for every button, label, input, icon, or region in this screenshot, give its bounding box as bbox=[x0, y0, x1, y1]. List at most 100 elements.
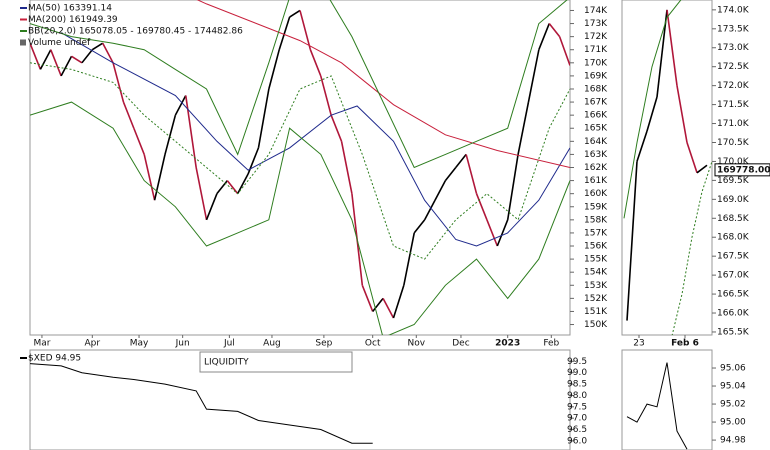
y-tick-label: 159K bbox=[584, 202, 608, 212]
price-segment bbox=[340, 141, 353, 194]
panel-frame bbox=[29, 0, 571, 336]
y-tick-label: 99.0 bbox=[567, 368, 587, 378]
price-segment bbox=[236, 173, 249, 195]
price-segment bbox=[626, 161, 638, 321]
x-tick-label: Sep bbox=[315, 339, 332, 349]
y-tick-label: 96.5 bbox=[567, 425, 587, 435]
y-tick-label: 163K bbox=[584, 150, 608, 160]
y-tick-label: 165K bbox=[584, 124, 608, 134]
price-segment bbox=[205, 193, 218, 221]
y-tick-label: 171.0K bbox=[717, 119, 750, 129]
y-tick-label: 156K bbox=[584, 242, 608, 252]
price-segment bbox=[455, 153, 467, 168]
price-segment bbox=[112, 62, 125, 103]
price-segment bbox=[278, 16, 291, 50]
x-tick-label: Oct bbox=[365, 339, 381, 349]
price-segment bbox=[382, 297, 395, 319]
y-tick-label: 161K bbox=[584, 176, 608, 186]
price-segment bbox=[81, 49, 93, 64]
price-label: 169778.00 bbox=[717, 165, 770, 175]
price-segment bbox=[372, 297, 384, 312]
price-segment bbox=[538, 23, 550, 51]
price-segment bbox=[486, 219, 499, 247]
y-tick-label: 162K bbox=[584, 163, 608, 173]
plot bbox=[626, 362, 688, 450]
y-tick-label: 164K bbox=[584, 137, 608, 147]
x-tick-label: 23 bbox=[633, 339, 644, 349]
series-line bbox=[626, 362, 688, 450]
plot bbox=[30, 0, 570, 335]
price-segment bbox=[60, 55, 73, 77]
price-segment bbox=[636, 130, 648, 162]
y-tick-label: 166.0K bbox=[717, 309, 750, 319]
y-tick-label: 98.5 bbox=[567, 380, 587, 390]
y-tick-label: 95.02 bbox=[720, 400, 746, 410]
y-tick-label: 171.5K bbox=[717, 100, 750, 110]
x-tick-label: Jun bbox=[175, 339, 190, 349]
price-segment bbox=[164, 114, 177, 155]
price-segment bbox=[257, 88, 270, 149]
series-line bbox=[30, 0, 568, 169]
y-tick-label: 97.5 bbox=[567, 402, 587, 412]
price-segment bbox=[696, 164, 708, 174]
y-tick-label: 158K bbox=[584, 215, 608, 225]
x-tick-label: Jul bbox=[223, 339, 235, 349]
y-tick-label: 169K bbox=[584, 71, 608, 81]
y-tick-label: 168K bbox=[584, 84, 608, 94]
x-tick-label: May bbox=[130, 339, 149, 349]
price-segment bbox=[465, 154, 478, 194]
series-line bbox=[30, 62, 570, 260]
y-tick-label: 172.5K bbox=[717, 62, 750, 72]
price-segment bbox=[30, 42, 42, 70]
price-segment bbox=[50, 49, 62, 77]
y-tick-label: 168.0K bbox=[717, 233, 750, 243]
price-segment bbox=[392, 285, 405, 319]
price-segment bbox=[434, 180, 447, 201]
y-tick-label: 157K bbox=[584, 228, 608, 238]
x-tick-label: Apr bbox=[85, 339, 101, 349]
y-tick-label: 173.0K bbox=[717, 43, 750, 53]
price-marker bbox=[714, 163, 770, 177]
y-tick-label: 95.00 bbox=[720, 418, 746, 428]
y-tick-label: 170.0K bbox=[717, 157, 750, 167]
y-tick-label: 172K bbox=[584, 32, 608, 42]
price-segment bbox=[506, 154, 519, 220]
x-tick-label: 2023 bbox=[495, 339, 520, 349]
price-segment bbox=[676, 85, 688, 143]
price-segment bbox=[216, 180, 228, 195]
price-segment bbox=[403, 232, 416, 286]
y-tick-label: 155K bbox=[584, 255, 608, 265]
price-segment bbox=[527, 49, 540, 103]
x-tick-label: Aug bbox=[263, 339, 281, 349]
panel-frame bbox=[621, 349, 713, 450]
legend-label: BB(20,2.0) 165078.05 - 169780.45 - 17448… bbox=[28, 27, 243, 37]
y-tick-label: 151K bbox=[584, 307, 608, 317]
x-tick-label: Nov bbox=[408, 339, 426, 349]
x-tick-label: Feb 6 bbox=[671, 339, 699, 349]
y-tick-label: 173K bbox=[584, 19, 608, 29]
plot bbox=[623, 0, 712, 335]
price-segment bbox=[153, 154, 166, 201]
y-tick-label: 174K bbox=[584, 6, 608, 16]
y-tick-label: 166.5K bbox=[717, 290, 750, 300]
legend-swatch bbox=[20, 39, 26, 46]
y-tick-label: 95.04 bbox=[720, 382, 746, 392]
price-segment bbox=[319, 75, 332, 116]
y-tick-label: 169.5K bbox=[717, 176, 750, 186]
y-tick-label: 168.5K bbox=[717, 214, 750, 224]
price-segment bbox=[496, 219, 509, 247]
legend-label: MA(50) 163391.14 bbox=[28, 4, 112, 14]
series-line bbox=[30, 363, 373, 444]
plot bbox=[30, 363, 373, 444]
legend-label: MA(200) 161949.39 bbox=[28, 15, 118, 25]
price-segment bbox=[558, 36, 570, 66]
y-tick-label: 154K bbox=[584, 268, 608, 278]
y-tick-label: 167.5K bbox=[717, 252, 750, 262]
y-tick-label: 169.0K bbox=[717, 195, 750, 205]
legend-label: $XED 94.95 bbox=[28, 354, 81, 364]
price-segment bbox=[548, 23, 561, 38]
price-segment bbox=[517, 101, 530, 155]
annotation-box bbox=[199, 351, 353, 373]
